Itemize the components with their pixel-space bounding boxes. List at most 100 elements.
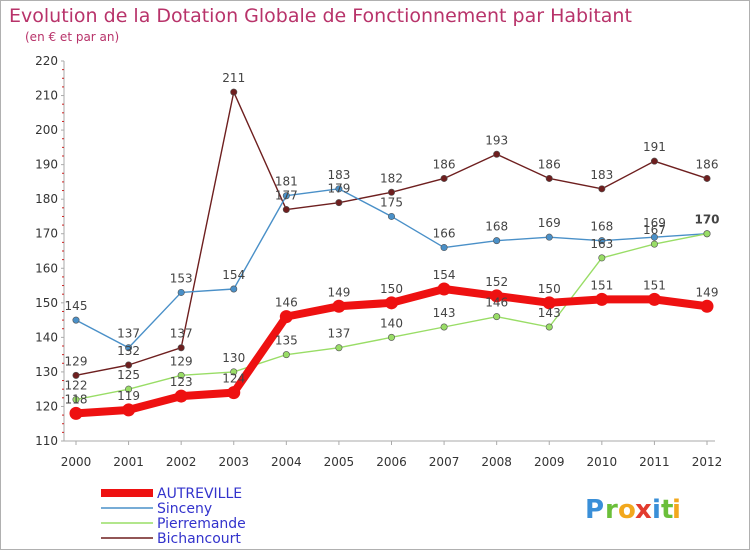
x-tick-label: 2003 <box>218 455 249 469</box>
data-point-pierremande <box>72 396 80 404</box>
data-label-sinceny: 168 <box>590 220 613 234</box>
data-label-sinceny: 183 <box>327 168 350 182</box>
data-point-bichancourt <box>72 371 80 379</box>
y-tick-label: 200 <box>35 123 58 137</box>
x-tick-label: 2009 <box>534 455 565 469</box>
data-label-autreville: 118 <box>65 392 88 406</box>
data-point-pierremande <box>440 323 448 331</box>
data-label-bichancourt: 211 <box>222 71 245 85</box>
legend-label-pierremande: Pierremande <box>157 516 246 532</box>
data-label-sinceny: 154 <box>222 268 245 282</box>
data-point-bichancourt <box>598 185 606 193</box>
data-point-bichancourt <box>177 344 185 352</box>
data-point-pierremande <box>703 230 711 238</box>
data-label-bichancourt: 186 <box>696 157 719 171</box>
data-label-bichancourt: 193 <box>485 133 508 147</box>
data-label-pierremande: 140 <box>380 316 403 330</box>
data-point-pierremande <box>493 313 501 321</box>
x-tick-label: 2012 <box>692 455 723 469</box>
data-point-bichancourt <box>493 150 501 158</box>
data-point-sinceny <box>72 316 80 324</box>
chart-subtitle: (en € et par an) <box>25 30 119 44</box>
data-point-autreville <box>332 299 346 313</box>
data-point-autreville <box>227 386 241 400</box>
series-bichancourt <box>72 88 711 379</box>
data-point-sinceny <box>335 185 343 193</box>
logo-letter: P <box>585 495 604 525</box>
x-tick-label: 2002 <box>166 455 197 469</box>
data-point-autreville <box>700 299 714 313</box>
data-point-pierremande <box>650 240 658 248</box>
data-point-pierremande <box>282 351 290 359</box>
y-tick-label: 190 <box>35 158 58 172</box>
data-point-pierremande <box>545 323 553 331</box>
data-label-bichancourt: 177 <box>275 189 298 203</box>
logo-letter: x <box>635 495 652 525</box>
data-label-autreville: 146 <box>275 296 298 310</box>
data-point-sinceny <box>125 344 133 352</box>
data-point-bichancourt <box>650 157 658 165</box>
y-tick-label: 150 <box>35 296 58 310</box>
data-label-pierremande: 163 <box>590 237 613 251</box>
series-pierremande <box>72 230 711 404</box>
data-point-bichancourt <box>230 88 238 96</box>
data-point-autreville <box>595 292 609 306</box>
data-label-bichancourt: 129 <box>65 354 88 368</box>
data-point-bichancourt <box>440 174 448 182</box>
logo-letter: i <box>652 495 661 525</box>
series-layer <box>69 88 714 420</box>
data-label-pierremande: 129 <box>170 354 193 368</box>
data-label-autreville: 154 <box>433 268 456 282</box>
chart-axes: 110 120 130 140 150 160 170 180 190 200 210 220 2000… <box>35 54 722 469</box>
legend-label-sinceny: Sinceny <box>157 501 212 517</box>
data-point-autreville <box>490 289 504 303</box>
y-tick-label: 130 <box>35 365 58 379</box>
data-point-pierremande <box>177 371 185 379</box>
data-label-sinceny: 169 <box>538 216 561 230</box>
data-point-pierremande <box>125 385 133 393</box>
logo-letter: r <box>605 495 618 525</box>
x-tick-label: 2001 <box>113 455 144 469</box>
x-tick-label: 2008 <box>481 455 512 469</box>
data-label-bichancourt: 186 <box>538 157 561 171</box>
data-label-autreville: 150 <box>538 282 561 296</box>
data-label-pierremande: 135 <box>275 334 298 348</box>
data-label-bichancourt: 132 <box>117 344 140 358</box>
data-point-bichancourt <box>703 174 711 182</box>
data-label-pierremande: 122 <box>65 379 88 393</box>
legend-label-bichancourt: Bichancourt <box>157 531 241 547</box>
y-tick-label: 110 <box>35 434 58 448</box>
x-tick-label: 2011 <box>639 455 670 469</box>
data-labels-layer: 129 132 137 211 177 179 182 186 193 186 183 191 186 1… <box>65 71 720 406</box>
data-point-autreville <box>122 403 136 417</box>
data-label-autreville: 124 <box>222 372 245 386</box>
y-tick-label: 120 <box>35 399 58 413</box>
legend-label-autreville: AUTREVILLE <box>157 486 242 502</box>
data-point-pierremande <box>230 368 238 376</box>
data-label-pierremande: 143 <box>433 306 456 320</box>
data-label-sinceny: 168 <box>485 220 508 234</box>
x-tick-label: 2000 <box>61 455 92 469</box>
data-label-pierremande: 146 <box>485 296 508 310</box>
data-label-bichancourt: 182 <box>380 171 403 185</box>
data-point-sinceny <box>230 285 238 293</box>
logo-letter: o <box>618 495 636 525</box>
data-point-sinceny <box>650 233 658 241</box>
x-tick-label: 2006 <box>376 455 407 469</box>
data-label-autreville: 123 <box>170 375 193 389</box>
data-label-sinceny: 137 <box>117 327 140 341</box>
data-label-autreville: 151 <box>643 278 666 292</box>
logo-letter: i <box>672 495 681 525</box>
data-label-autreville: 149 <box>327 285 350 299</box>
data-point-sinceny <box>387 212 395 220</box>
x-tick-label: 2007 <box>429 455 460 469</box>
data-label-autreville: 149 <box>696 285 719 299</box>
data-label-pierremande: 130 <box>222 351 245 365</box>
x-tick-label: 2010 <box>587 455 618 469</box>
data-label-sinceny: 166 <box>433 227 456 241</box>
data-point-autreville <box>437 282 451 296</box>
data-label-autreville: 152 <box>485 275 508 289</box>
